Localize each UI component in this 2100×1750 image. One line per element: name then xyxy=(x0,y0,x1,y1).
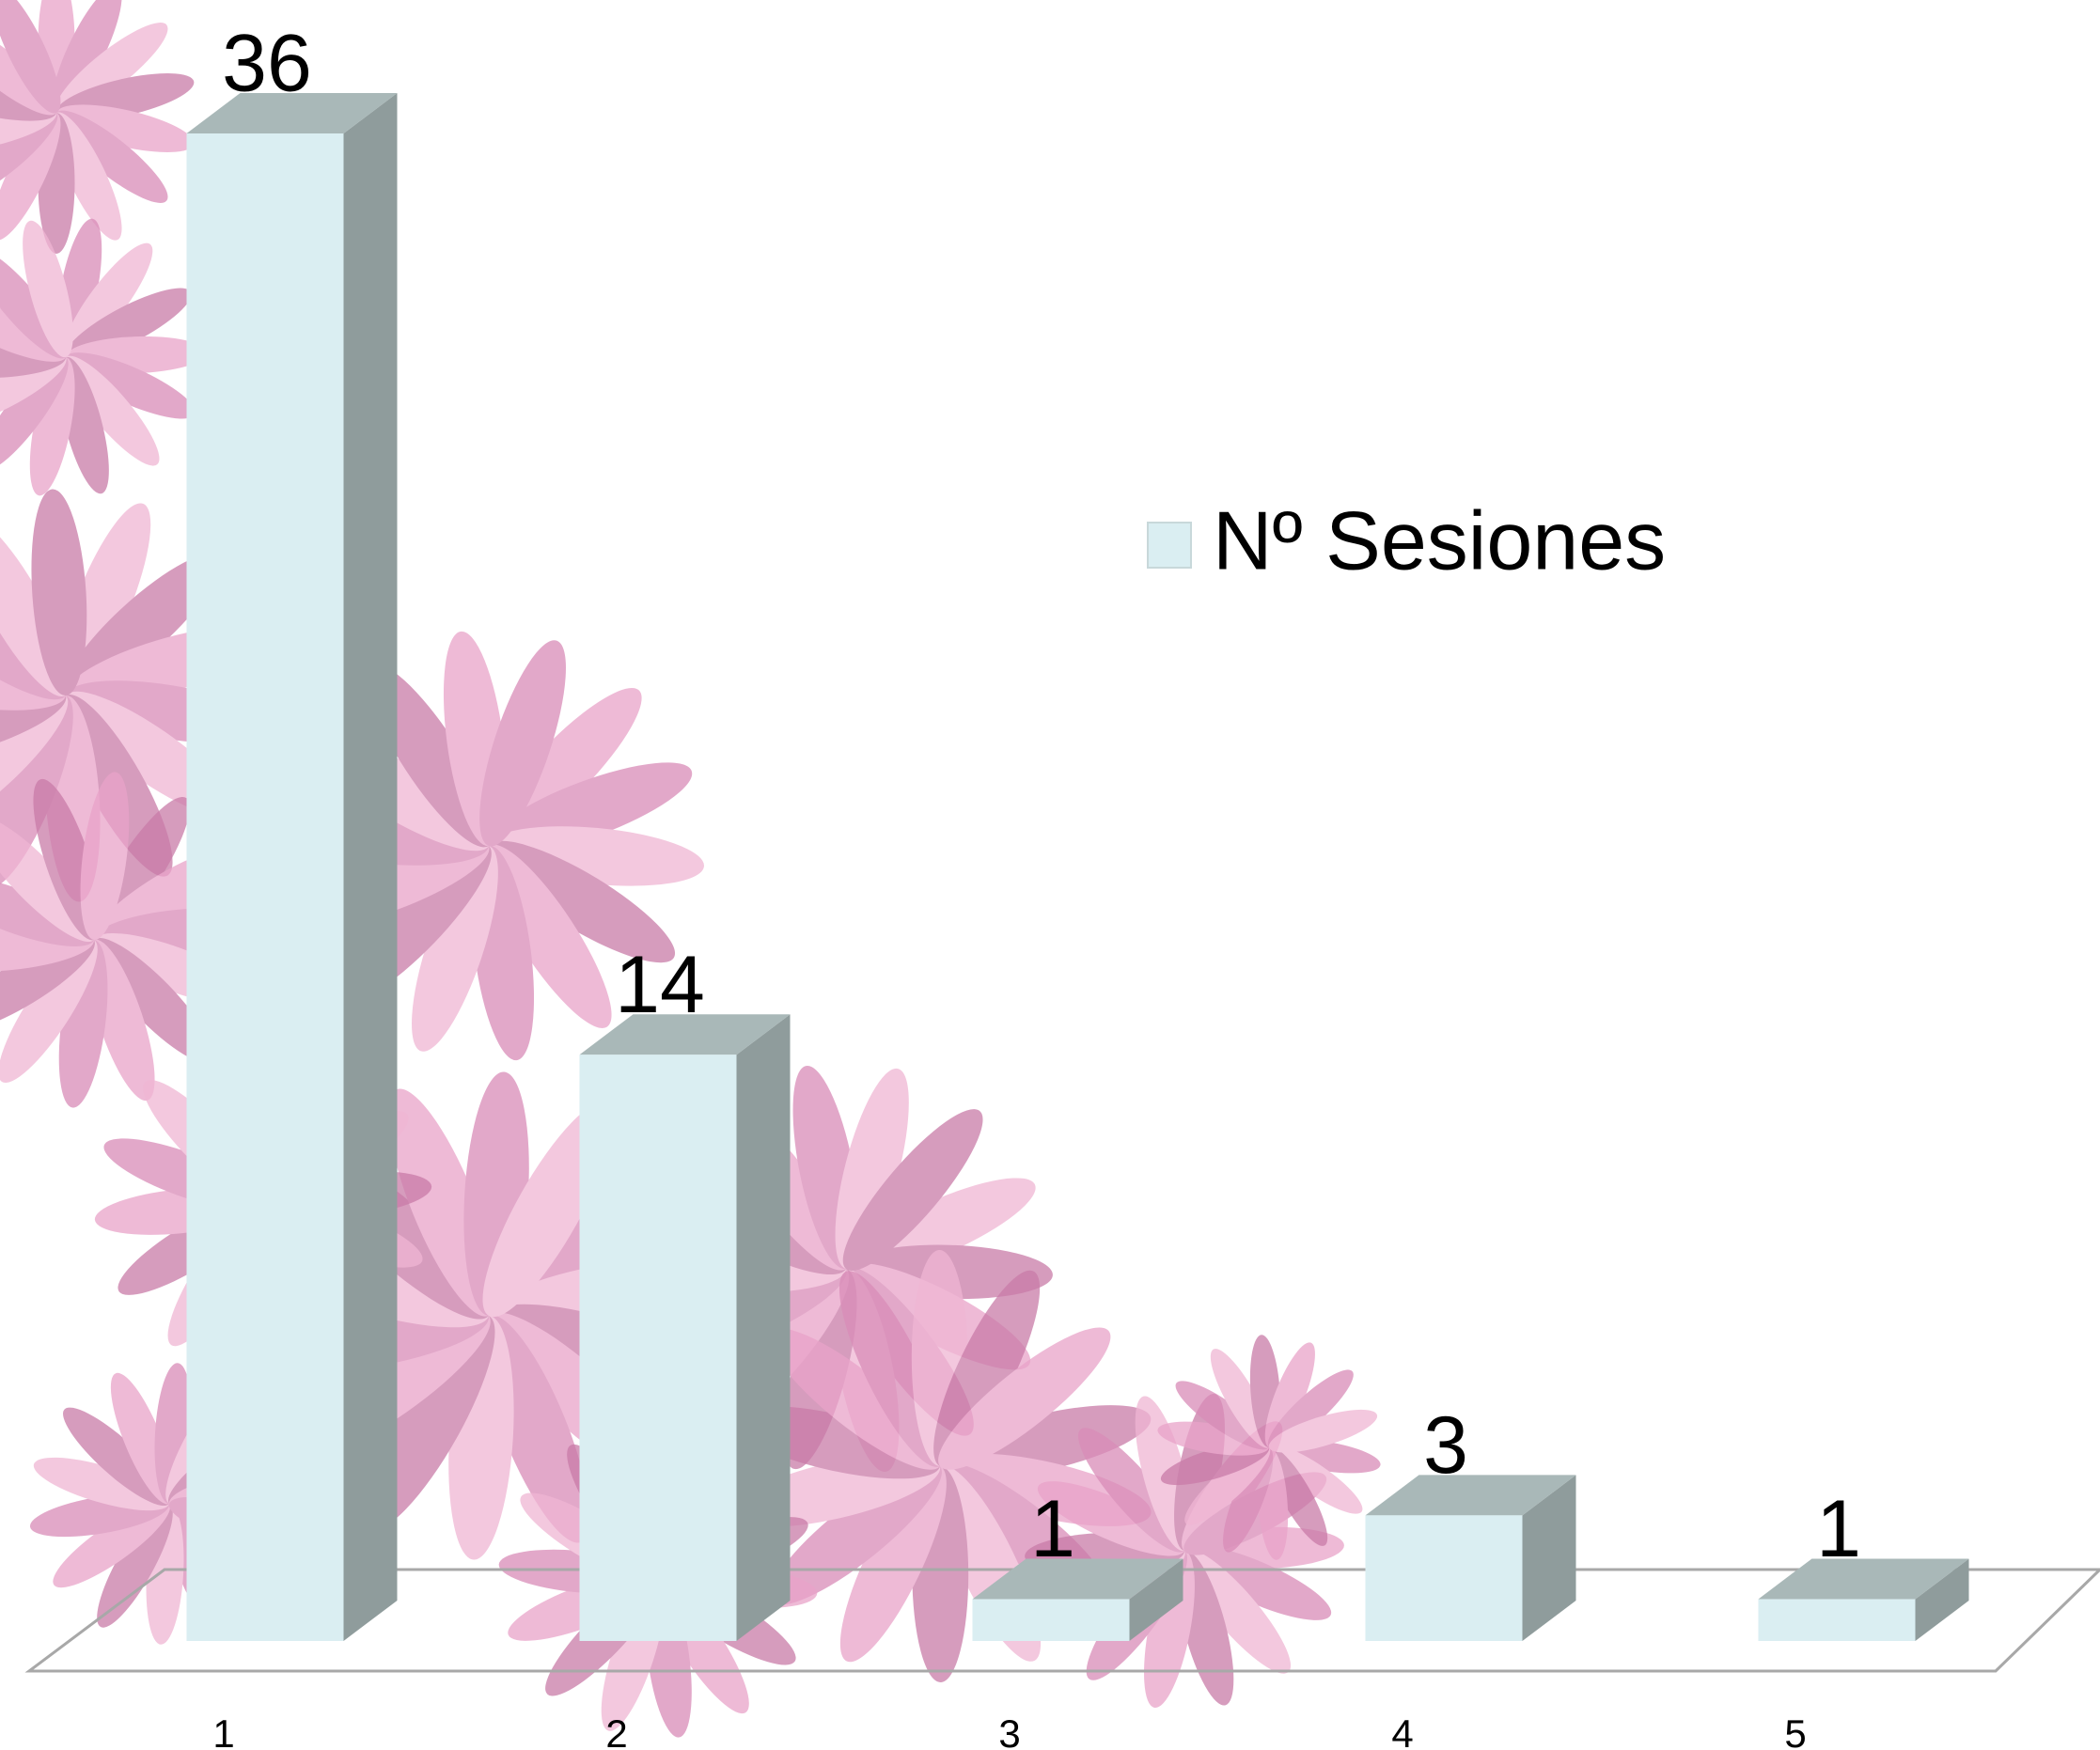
bar xyxy=(1758,1599,1916,1641)
value-label: 1 xyxy=(1816,1484,1861,1574)
petal xyxy=(0,112,61,241)
petal xyxy=(1183,1545,1332,1620)
petal xyxy=(835,1068,909,1270)
petal xyxy=(0,355,69,472)
bar-top xyxy=(579,1014,791,1055)
flower xyxy=(0,772,263,1108)
petal xyxy=(0,23,58,116)
value-label: 1 xyxy=(1030,1484,1075,1574)
bar xyxy=(972,1599,1130,1641)
flower xyxy=(729,1250,1152,1682)
bar xyxy=(186,133,344,1641)
petal xyxy=(0,938,98,1084)
petal xyxy=(0,0,61,114)
flower xyxy=(0,0,195,254)
petal xyxy=(842,1109,983,1272)
petal xyxy=(29,356,75,496)
legend-swatch xyxy=(1147,522,1192,569)
petal xyxy=(65,352,196,419)
x-tick-label: 4 xyxy=(1391,1711,1413,1750)
petal xyxy=(1264,1342,1315,1448)
petal xyxy=(479,640,566,847)
petal xyxy=(0,295,67,362)
bar-side xyxy=(343,93,398,1641)
bar xyxy=(1365,1515,1523,1641)
petal xyxy=(97,1503,173,1628)
petal xyxy=(80,772,130,941)
plot: 1 2 3 4 5 36 14 1 3 1 xyxy=(186,19,1969,1750)
bar-side xyxy=(1915,1558,1969,1641)
petal xyxy=(933,1270,1041,1467)
x-tick-label: 1 xyxy=(212,1711,234,1750)
petal xyxy=(412,845,498,1052)
x-tick-label: 2 xyxy=(605,1711,627,1750)
petal xyxy=(55,110,168,203)
petal xyxy=(33,1457,170,1511)
petal xyxy=(23,220,73,358)
petal xyxy=(1175,1381,1270,1450)
petal xyxy=(0,73,57,121)
value-label: 14 xyxy=(615,940,705,1030)
flower xyxy=(1157,1335,1381,1560)
value-label: 3 xyxy=(1423,1400,1468,1491)
bar xyxy=(579,1055,737,1641)
bar-top xyxy=(186,93,398,133)
petal xyxy=(1223,1446,1274,1553)
bar-side xyxy=(1522,1475,1576,1641)
x-tick-label: 5 xyxy=(1784,1711,1806,1750)
bar-top xyxy=(1365,1475,1576,1516)
bar-side xyxy=(736,1014,791,1641)
value-label: 36 xyxy=(222,19,312,109)
petal xyxy=(31,489,87,696)
petal xyxy=(1268,1445,1363,1514)
petal xyxy=(0,573,68,700)
bar-top xyxy=(1758,1558,1969,1600)
petal xyxy=(487,840,676,963)
x-tick-label: 3 xyxy=(998,1711,1020,1750)
petal xyxy=(938,1327,1111,1470)
petal xyxy=(55,104,195,152)
petal xyxy=(1268,1409,1378,1453)
legend-label: Nº Sesiones xyxy=(1213,493,1666,586)
petal xyxy=(768,1328,942,1470)
flower xyxy=(0,218,207,496)
petal xyxy=(839,1465,947,1663)
petal xyxy=(63,242,153,359)
bar-top xyxy=(972,1558,1183,1600)
petal xyxy=(1037,1481,1185,1556)
petal xyxy=(52,0,122,114)
petal xyxy=(0,875,95,946)
floor xyxy=(24,1568,2100,1673)
bar-side xyxy=(1129,1558,1183,1641)
